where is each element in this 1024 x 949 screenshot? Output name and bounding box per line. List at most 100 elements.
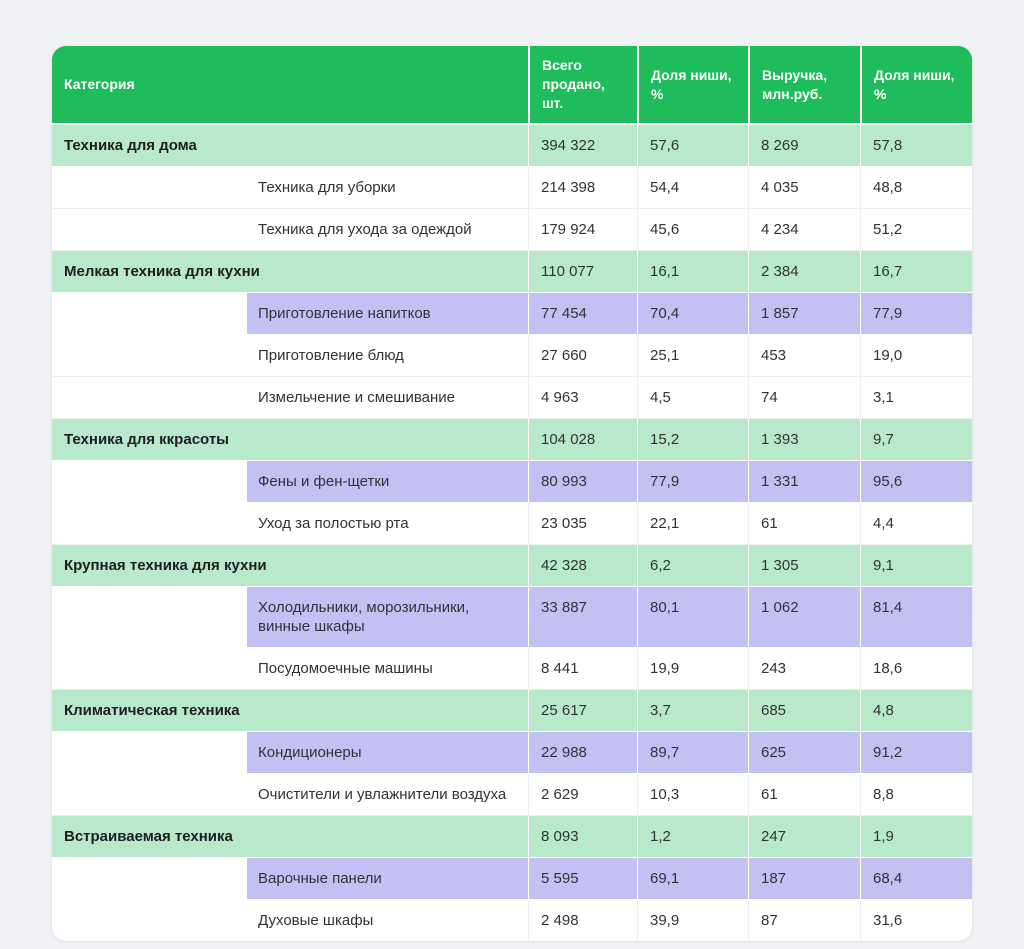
- value-cell: 45,6: [637, 209, 748, 251]
- table-row: Встраиваемая техника 8 093 1,2 247 1,9: [52, 816, 972, 858]
- value-cell: 33 887: [528, 587, 637, 648]
- subcategory-label-cell: Духовые шкафы: [52, 900, 528, 941]
- table-row: Холодильники, морозильники, винные шкафы…: [52, 587, 972, 648]
- table-row: Техника для дома 394 322 57,6 8 269 57,8: [52, 125, 972, 167]
- value-cell: 8,8: [860, 774, 972, 816]
- value-cell: 19,0: [860, 335, 972, 377]
- value-cell: 19,9: [637, 648, 748, 690]
- value-cell: 4 963: [528, 377, 637, 419]
- value-cell: 87: [748, 900, 860, 941]
- value-cell: 10,3: [637, 774, 748, 816]
- value-cell: 2 384: [748, 251, 860, 293]
- table-row: Измельчение и смешивание 4 963 4,5 74 3,1: [52, 377, 972, 419]
- category-label-cell: Встраиваемая техника: [52, 816, 528, 858]
- value-cell: 81,4: [860, 587, 972, 648]
- table-row: Техника для ухода за одеждой 179 924 45,6 4…: [52, 209, 972, 251]
- category-sales-table: Категория Всего продано, шт. Доля ниши, % В…: [52, 46, 972, 941]
- value-cell: 4 035: [748, 167, 860, 209]
- value-cell: 8 269: [748, 125, 860, 167]
- value-cell: 4,8: [860, 690, 972, 732]
- table-row: Техника для ккрасоты 104 028 15,2 1 393 9,7: [52, 419, 972, 461]
- value-cell: 1 857: [748, 293, 860, 335]
- subcategory-label-cell: Техника для ухода за одеждой: [52, 209, 528, 251]
- value-cell: 1,2: [637, 816, 748, 858]
- category-label-cell: Климатическая техника: [52, 690, 528, 732]
- value-cell: 5 595: [528, 858, 637, 900]
- column-header-category: Категория: [52, 46, 528, 125]
- value-cell: 2 498: [528, 900, 637, 941]
- subcategory-label-cell: Холодильники, морозильники, винные шкафы: [52, 587, 528, 648]
- table-row: Уход за полостью рта 23 035 22,1 61 4,4: [52, 503, 972, 545]
- category-label-cell: Крупная техника для кухни: [52, 545, 528, 587]
- value-cell: 68,4: [860, 858, 972, 900]
- table-row: Посудомоечные машины 8 441 19,9 243 18,6: [52, 648, 972, 690]
- value-cell: 8 441: [528, 648, 637, 690]
- value-cell: 1 393: [748, 419, 860, 461]
- value-cell: 2 629: [528, 774, 637, 816]
- value-cell: 453: [748, 335, 860, 377]
- value-cell: 247: [748, 816, 860, 858]
- value-cell: 95,6: [860, 461, 972, 503]
- subcategory-label-cell: Измельчение и смешивание: [52, 377, 528, 419]
- value-cell: 18,6: [860, 648, 972, 690]
- table-row: Кондиционеры 22 988 89,7 625 91,2: [52, 732, 972, 774]
- value-cell: 57,6: [637, 125, 748, 167]
- value-cell: 1 062: [748, 587, 860, 648]
- table-row: Приготовление блюд 27 660 25,1 453 19,0: [52, 335, 972, 377]
- category-label-cell: Мелкая техника для кухни: [52, 251, 528, 293]
- value-cell: 3,1: [860, 377, 972, 419]
- value-cell: 1 305: [748, 545, 860, 587]
- value-cell: 22,1: [637, 503, 748, 545]
- subcategory-label-cell: Посудомоечные машины: [52, 648, 528, 690]
- value-cell: 69,1: [637, 858, 748, 900]
- table-row: Приготовление напитков 77 454 70,4 1 857 77,…: [52, 293, 972, 335]
- value-cell: 51,2: [860, 209, 972, 251]
- value-cell: 80,1: [637, 587, 748, 648]
- value-cell: 27 660: [528, 335, 637, 377]
- subcategory-label-cell: Уход за полостью рта: [52, 503, 528, 545]
- subcategory-label-cell: Варочные панели: [52, 858, 528, 900]
- category-sales-table-card: Категория Всего продано, шт. Доля ниши, % В…: [52, 46, 972, 941]
- table-row: Техника для уборки 214 398 54,4 4 035 48,8: [52, 167, 972, 209]
- table-row: Духовые шкафы 2 498 39,9 87 31,6: [52, 900, 972, 941]
- value-cell: 77,9: [860, 293, 972, 335]
- subcategory-label-cell: Техника для уборки: [52, 167, 528, 209]
- value-cell: 110 077: [528, 251, 637, 293]
- value-cell: 54,4: [637, 167, 748, 209]
- value-cell: 23 035: [528, 503, 637, 545]
- value-cell: 8 093: [528, 816, 637, 858]
- subcategory-label-cell: Кондиционеры: [52, 732, 528, 774]
- value-cell: 16,7: [860, 251, 972, 293]
- value-cell: 3,7: [637, 690, 748, 732]
- value-cell: 22 988: [528, 732, 637, 774]
- value-cell: 4,5: [637, 377, 748, 419]
- value-cell: 80 993: [528, 461, 637, 503]
- value-cell: 25,1: [637, 335, 748, 377]
- value-cell: 74: [748, 377, 860, 419]
- column-header-metric: Доля ниши, %: [637, 46, 748, 125]
- value-cell: 625: [748, 732, 860, 774]
- value-cell: 61: [748, 774, 860, 816]
- table-row: Варочные панели 5 595 69,1 187 68,4: [52, 858, 972, 900]
- category-label-cell: Техника для ккрасоты: [52, 419, 528, 461]
- value-cell: 394 322: [528, 125, 637, 167]
- category-label-cell: Техника для дома: [52, 125, 528, 167]
- column-header-metric: Всего продано, шт.: [528, 46, 637, 125]
- value-cell: 4,4: [860, 503, 972, 545]
- value-cell: 104 028: [528, 419, 637, 461]
- value-cell: 187: [748, 858, 860, 900]
- table-row: Очистители и увлажнители воздуха 2 629 10,…: [52, 774, 972, 816]
- header-row: Категория Всего продано, шт. Доля ниши, % В…: [52, 46, 972, 125]
- value-cell: 6,2: [637, 545, 748, 587]
- table-row: Фены и фен-щетки 80 993 77,9 1 331 95,6: [52, 461, 972, 503]
- value-cell: 61: [748, 503, 860, 545]
- value-cell: 31,6: [860, 900, 972, 941]
- value-cell: 4 234: [748, 209, 860, 251]
- subcategory-label-cell: Очистители и увлажнители воздуха: [52, 774, 528, 816]
- value-cell: 42 328: [528, 545, 637, 587]
- value-cell: 39,9: [637, 900, 748, 941]
- value-cell: 685: [748, 690, 860, 732]
- value-cell: 9,1: [860, 545, 972, 587]
- column-header-metric: Выручка, млн.руб.: [748, 46, 860, 125]
- column-header-metric: Доля ниши, %: [860, 46, 972, 125]
